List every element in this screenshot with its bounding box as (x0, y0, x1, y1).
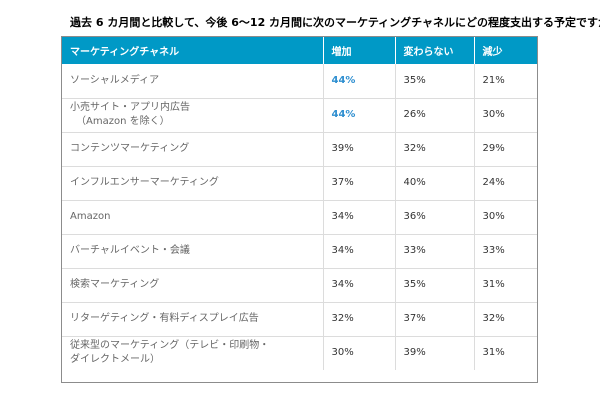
data-table: マーケティングチャネル 増加 変わらない 減少 ソーシャルメディア 44% 35% 2… (62, 37, 537, 370)
channel-name-cell: 検索マーケティング (62, 268, 324, 303)
same-cell: 35% (395, 268, 475, 303)
same-cell: 39% (395, 336, 475, 370)
header-increase: 増加 (323, 37, 396, 64)
same-cell: 26% (395, 98, 475, 133)
channel-name: インフルエンサーマーケティング (70, 177, 219, 188)
channel-name: 小売サイト・アプリ内広告 (70, 102, 190, 113)
same-cell: 32% (395, 132, 475, 167)
table-row: ソーシャルメディア 44% 35% 21% (62, 64, 537, 99)
table-row: コンテンツマーケティング 39% 32% 29% (62, 132, 537, 167)
decrease-cell: 33% (474, 234, 537, 269)
increase-cell: 34% (323, 200, 396, 235)
increase-cell: 37% (323, 166, 396, 201)
channel-name: バーチャルイベント・会議 (70, 245, 190, 256)
same-cell: 35% (395, 64, 475, 99)
channel-name: 検索マーケティング (70, 279, 160, 290)
channel-name-sub: ダイレクトメール） (70, 354, 160, 366)
table-row: 従来型のマーケティング（テレビ・印刷物・ ダイレクトメール） 30% 39% 31% (62, 336, 537, 370)
table-row: リターゲティング・有料ディスプレイ広告 32% 37% 32% (62, 302, 537, 337)
table-row: 検索マーケティング 34% 35% 31% (62, 268, 537, 303)
table-title: 過去 6 カ月間と比較して、今後 6～12 カ月間に次のマーケティングチャネルに… (70, 16, 600, 29)
channel-name-sub: （Amazon を除く） (76, 116, 170, 127)
channel-name: Amazon (70, 211, 111, 222)
decrease-cell: 32% (474, 302, 537, 337)
channel-name-cell: 小売サイト・アプリ内広告 （Amazon を除く） (62, 98, 324, 133)
same-cell: 33% (395, 234, 475, 269)
table-row: Amazon 34% 36% 30% (62, 200, 537, 235)
decrease-cell: 31% (482, 347, 505, 359)
table-row: インフルエンサーマーケティング 37% 40% 24% (62, 166, 537, 201)
decrease-cell: 30% (474, 200, 537, 235)
increase-cell: 44% (323, 98, 396, 133)
table-row: 小売サイト・アプリ内広告 （Amazon を除く） 44% 26% 30% (62, 98, 537, 133)
channel-name: 従来型のマーケティング（テレビ・印刷物・ (70, 340, 270, 352)
increase-cell: 39% (323, 132, 396, 167)
increase-cell: 34% (323, 234, 396, 269)
increase-cell: 32% (323, 302, 396, 337)
increase-cell: 30% (323, 336, 396, 370)
channel-name: ソーシャルメディア (70, 74, 160, 86)
same-cell: 40% (395, 166, 475, 201)
channel-name-cell: インフルエンサーマーケティング (62, 166, 324, 201)
channel-name: リターゲティング・有料ディスプレイ広告 (70, 313, 259, 324)
decrease-cell: 29% (474, 132, 537, 167)
increase-cell: 34% (323, 268, 396, 303)
channel-name-cell: コンテンツマーケティング (62, 132, 324, 167)
header-channel: マーケティングチャネル (62, 37, 324, 64)
header-row: マーケティングチャネル 増加 変わらない 減少 (62, 37, 537, 64)
header-decrease: 減少 (474, 37, 537, 64)
header-same: 変わらない (395, 37, 475, 64)
table-row: バーチャルイベント・会議 34% 33% 33% (62, 234, 537, 269)
channel-name-cell: ソーシャルメディア (62, 64, 324, 99)
channel-name: コンテンツマーケティング (70, 143, 190, 154)
decrease-cell: 30% (474, 98, 537, 133)
same-cell: 36% (395, 200, 475, 235)
decrease-cell: 31% (474, 268, 537, 303)
decrease-cell: 21% (474, 64, 537, 99)
same-cell: 37% (395, 302, 475, 337)
channel-name-cell: リターゲティング・有料ディスプレイ広告 (62, 302, 324, 337)
increase-cell: 44% (323, 64, 396, 99)
channel-name-cell: Amazon (62, 200, 324, 235)
channel-spending-table: マーケティングチャネル 増加 変わらない 減少 ソーシャルメディア 44% 35% 2… (61, 36, 538, 383)
channel-name-cell: バーチャルイベント・会議 (62, 234, 324, 269)
decrease-cell: 24% (474, 166, 537, 201)
channel-name-cell: 従来型のマーケティング（テレビ・印刷物・ ダイレクトメール） (62, 336, 324, 370)
